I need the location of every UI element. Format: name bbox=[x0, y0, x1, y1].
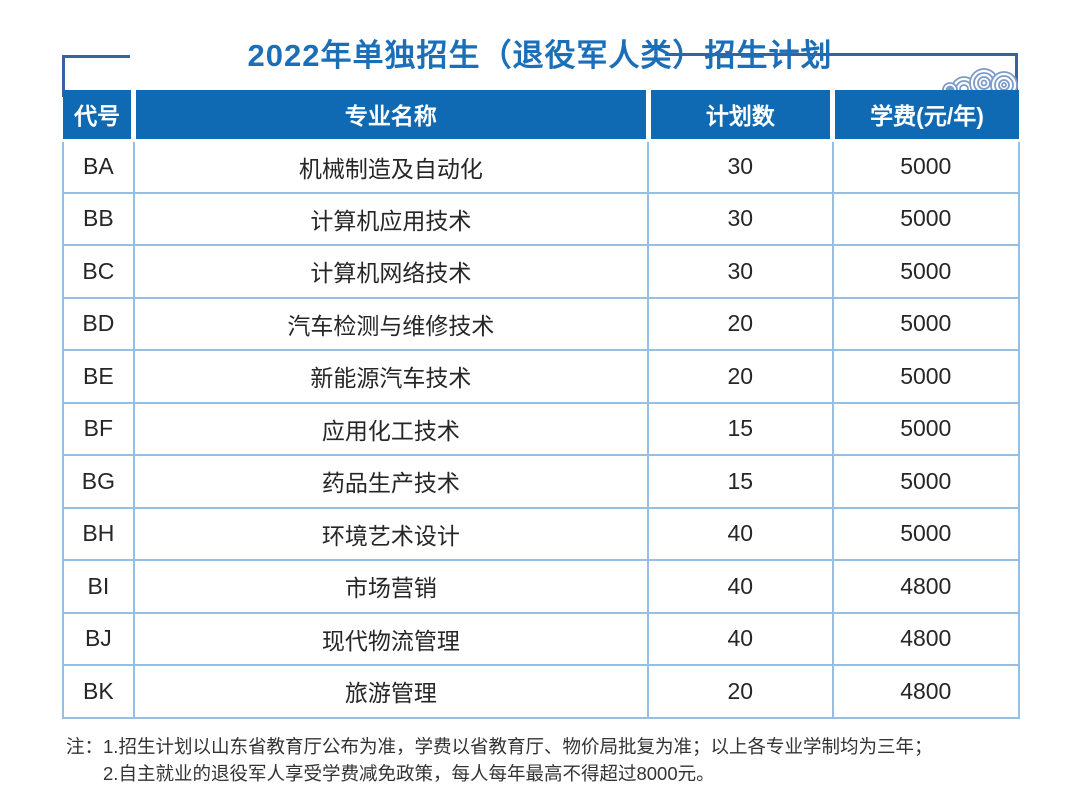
plan-cell: 40 bbox=[647, 611, 834, 666]
plan-cell: 20 bbox=[647, 296, 834, 351]
table-row: BA 机械制造及自动化 30 5000 bbox=[62, 139, 1021, 194]
right-bracket-top-line bbox=[665, 53, 1018, 56]
major-cell: 应用化工技术 bbox=[132, 401, 650, 456]
code-cell: BE bbox=[62, 349, 135, 404]
enrollment-plan-table: 代号 专业名称 计划数 学费(元/年) BA 机械制造及自动化 30 5000 … bbox=[62, 90, 1021, 719]
note-line: 1.招生计划以山东省教育厅公布为准，学费以省教育厅、物价局批复为准；以上各专业学… bbox=[103, 736, 933, 757]
code-cell: BG bbox=[62, 454, 135, 509]
tuition-cell: 4800 bbox=[831, 559, 1021, 614]
right-bracket-vertical-line bbox=[1015, 53, 1018, 99]
table-row: BG 药品生产技术 15 5000 bbox=[62, 454, 1021, 509]
tuition-cell: 5000 bbox=[831, 244, 1021, 299]
plan-cell: 40 bbox=[647, 506, 834, 561]
column-header-code: 代号 bbox=[63, 90, 134, 142]
tuition-cell: 5000 bbox=[831, 454, 1021, 509]
page-title: 2022年单独招生（退役军人类）招生计划 bbox=[247, 38, 833, 73]
note-lines: 1.招生计划以山东省教育厅公布为准，学费以省教育厅、物价局批复为准；以上各专业学… bbox=[103, 733, 932, 787]
plan-cell: 15 bbox=[647, 401, 834, 456]
major-cell: 计算机应用技术 bbox=[132, 191, 650, 246]
plan-cell: 20 bbox=[647, 664, 834, 719]
table-row: BK 旅游管理 20 4800 bbox=[62, 664, 1021, 719]
tuition-cell: 5000 bbox=[831, 139, 1021, 194]
plan-cell: 30 bbox=[647, 191, 834, 246]
column-header-plan: 计划数 bbox=[645, 90, 833, 142]
tuition-cell: 4800 bbox=[831, 611, 1021, 666]
code-cell: BI bbox=[62, 559, 135, 614]
table-row: BH 环境艺术设计 40 5000 bbox=[62, 506, 1021, 561]
left-bracket-vertical-line bbox=[62, 55, 65, 97]
code-cell: BF bbox=[62, 401, 135, 456]
column-header-major: 专业名称 bbox=[131, 90, 649, 142]
footnotes: 注： 1.招生计划以山东省教育厅公布为准，学费以省教育厅、物价局批复为准；以上各… bbox=[66, 733, 1026, 787]
note-prefix: 注： bbox=[66, 736, 104, 757]
major-cell: 市场营销 bbox=[132, 559, 650, 614]
table-row: BJ 现代物流管理 40 4800 bbox=[62, 611, 1021, 666]
plan-cell: 40 bbox=[647, 559, 834, 614]
plan-cell: 15 bbox=[647, 454, 834, 509]
major-cell: 旅游管理 bbox=[132, 664, 650, 719]
table-row: BD 汽车检测与维修技术 20 5000 bbox=[62, 296, 1021, 351]
table-row: BB 计算机应用技术 30 5000 bbox=[62, 191, 1021, 246]
column-header-tuition: 学费(元/年) bbox=[830, 90, 1019, 142]
plan-cell: 30 bbox=[647, 139, 834, 194]
tuition-cell: 5000 bbox=[831, 401, 1021, 456]
major-cell: 环境艺术设计 bbox=[132, 506, 650, 561]
code-cell: BJ bbox=[62, 611, 135, 666]
major-cell: 计算机网络技术 bbox=[132, 244, 650, 299]
major-cell: 药品生产技术 bbox=[132, 454, 650, 509]
tuition-cell: 5000 bbox=[831, 296, 1021, 351]
table-row: BF 应用化工技术 15 5000 bbox=[62, 401, 1021, 456]
tuition-cell: 5000 bbox=[831, 191, 1021, 246]
title-band: 2022年单独招生（退役军人类）招生计划 bbox=[0, 24, 1080, 99]
plan-cell: 30 bbox=[647, 244, 834, 299]
code-cell: BK bbox=[62, 664, 135, 719]
table-row: BE 新能源汽车技术 20 5000 bbox=[62, 349, 1021, 404]
code-cell: BH bbox=[62, 506, 135, 561]
major-cell: 新能源汽车技术 bbox=[132, 349, 650, 404]
left-bracket-top-line bbox=[62, 55, 130, 58]
code-cell: BD bbox=[62, 296, 135, 351]
code-cell: BC bbox=[62, 244, 135, 299]
table-row: BI 市场营销 40 4800 bbox=[62, 559, 1021, 614]
tuition-cell: 5000 bbox=[831, 349, 1021, 404]
tuition-cell: 5000 bbox=[831, 506, 1021, 561]
header-row: 代号 专业名称 计划数 学费(元/年) bbox=[63, 90, 1019, 142]
note-line: 2.自主就业的退役军人享受学费减免政策，每人每年最高不得超过8000元。 bbox=[103, 763, 715, 784]
code-cell: BB bbox=[62, 191, 135, 246]
major-cell: 机械制造及自动化 bbox=[132, 139, 650, 194]
code-cell: BA bbox=[62, 139, 135, 194]
plan-cell: 20 bbox=[647, 349, 834, 404]
major-cell: 现代物流管理 bbox=[132, 611, 650, 666]
table-row: BC 计算机网络技术 30 5000 bbox=[62, 244, 1021, 299]
tuition-cell: 4800 bbox=[831, 664, 1021, 719]
major-cell: 汽车检测与维修技术 bbox=[132, 296, 650, 351]
